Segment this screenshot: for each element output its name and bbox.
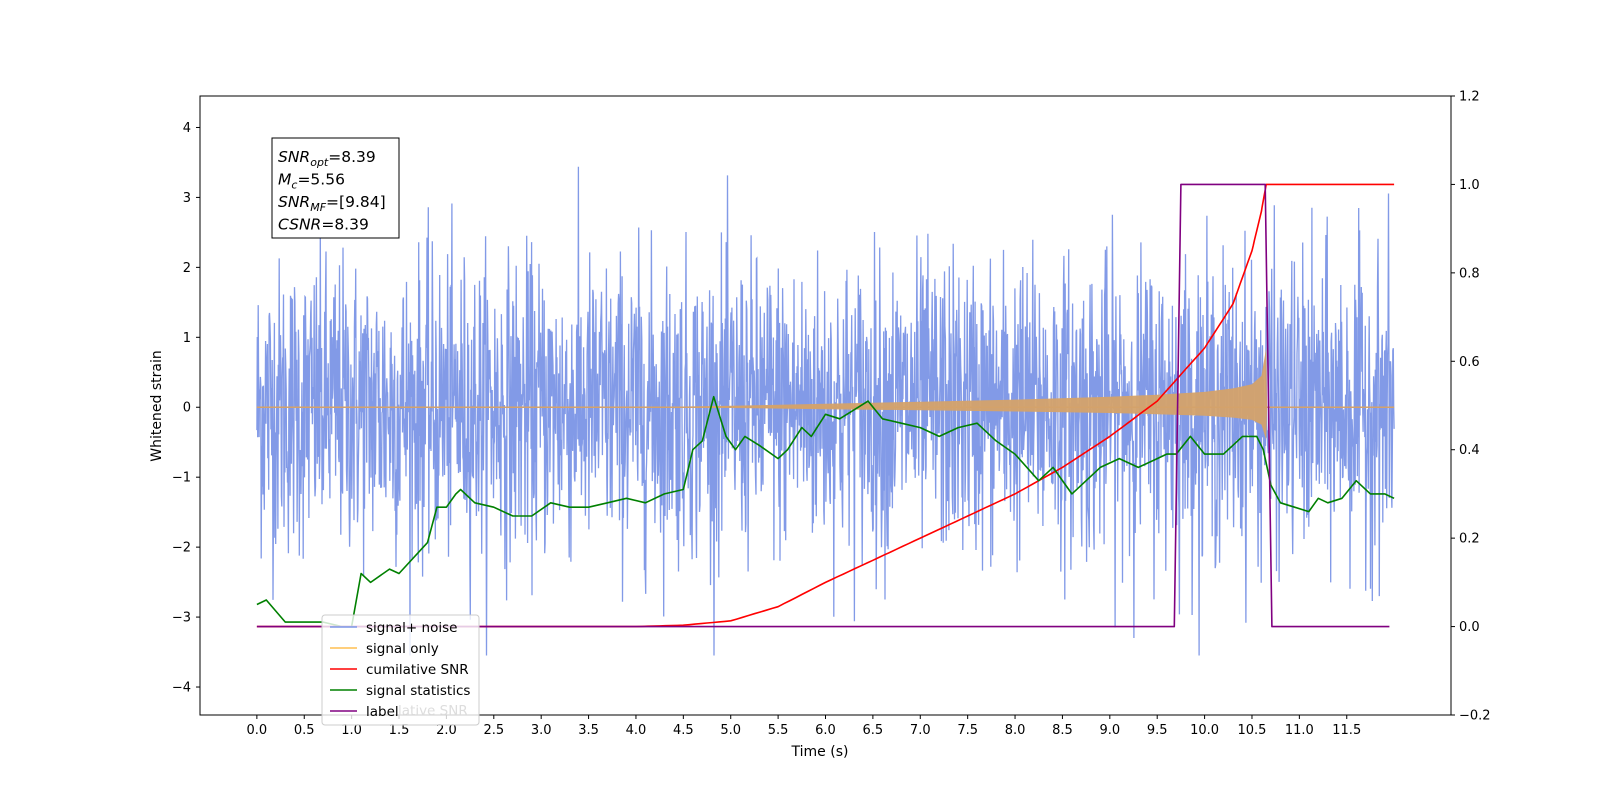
x-tick-label: 0.5 <box>294 723 315 738</box>
annotation-subscript: MF <box>310 201 326 214</box>
x-axis: 0.0 0.5 1.0 1.5 2.0 2.5 3.0 3.5 4.0 4.5 5.0 5.5 6.0 6… <box>247 715 1361 738</box>
annotation-subscript: opt <box>310 156 329 169</box>
legend-entry-label: cumilative SNR <box>366 662 469 678</box>
x-tick-label: 7.5 <box>957 723 978 738</box>
y-axis-right: 1.2 1.0 0.8 0.6 0.4 0.2 0.0 −0.2 <box>1451 90 1491 724</box>
signal-noise-series <box>256 166 1395 656</box>
y-tick-label: 1 <box>183 331 191 346</box>
signal-statistics-line <box>256 395 1395 628</box>
y2-tick-label: 0.0 <box>1459 620 1480 635</box>
annotation-symbol: CSNR <box>278 216 321 234</box>
y-tick-label: 2 <box>183 261 191 276</box>
y2-tick-label: 0.8 <box>1459 266 1480 281</box>
annotation-symbol: SNR <box>278 193 310 211</box>
y-tick-label: −3 <box>172 611 191 626</box>
x-tick-label: 5.0 <box>720 723 741 738</box>
legend-entry-label: signal+ noise <box>366 620 457 636</box>
y-tick-label: −2 <box>172 541 191 556</box>
y-axis-left: 4 3 2 1 0 −1 −2 −3 −4 <box>172 121 200 696</box>
annotation-line: Mc=5.56 <box>278 171 345 192</box>
legend: signal+ noise signal only cumilative SNR si… <box>321 614 480 726</box>
y-tick-label: −1 <box>172 471 191 486</box>
x-tick-label: 2.5 <box>483 723 504 738</box>
cumulative-snr-series <box>256 183 1395 628</box>
y2-tick-label: 1.2 <box>1459 90 1480 105</box>
x-tick-label: 5.5 <box>768 723 789 738</box>
annotation-subscript: c <box>291 179 297 192</box>
annotation-line: CSNR=8.39 <box>278 216 369 234</box>
annotation-value: =[9.84] <box>326 193 386 211</box>
y2-tick-label: −0.2 <box>1459 709 1491 724</box>
x-tick-label: 10.5 <box>1238 723 1267 738</box>
annotation-value: =8.39 <box>321 216 369 234</box>
y2-tick-label: 0.2 <box>1459 532 1480 547</box>
legend-frame <box>321 614 480 726</box>
x-tick-label: 11.0 <box>1285 723 1314 738</box>
y2-tick-label: 0.6 <box>1459 355 1480 370</box>
x-tick-label: 0.0 <box>247 723 268 738</box>
annotation-value: =5.56 <box>297 171 345 189</box>
signal-only-series <box>256 347 1395 440</box>
annotation-symbol: M <box>278 171 291 189</box>
x-tick-label: 10.0 <box>1190 723 1219 738</box>
x-tick-label: 9.0 <box>1099 723 1120 738</box>
x-tick-label: 1.5 <box>389 723 410 738</box>
annotation-value: =8.39 <box>328 148 376 166</box>
y2-tick-label: 1.0 <box>1459 178 1480 193</box>
y-tick-label: −4 <box>172 681 191 696</box>
x-tick-label: 4.5 <box>673 723 694 738</box>
y2-tick-label: 0.4 <box>1459 443 1480 458</box>
x-tick-label: 11.5 <box>1332 723 1361 738</box>
annotation-line: SNRopt=8.39 <box>278 148 376 169</box>
legend-entry-label: signal only <box>366 641 439 657</box>
x-tick-label: 7.0 <box>910 723 931 738</box>
x-tick-label: 3.0 <box>531 723 552 738</box>
x-tick-label: 2.0 <box>436 723 457 738</box>
label-line <box>256 183 1390 628</box>
y-tick-label: 0 <box>183 401 191 416</box>
x-tick-label: 3.5 <box>578 723 599 738</box>
label-series <box>256 183 1390 628</box>
signal-noise-line <box>256 166 1395 656</box>
legend-entry-label: signal statistics <box>366 683 470 699</box>
x-tick-label: 6.5 <box>863 723 884 738</box>
x-tick-label: 8.0 <box>1005 723 1026 738</box>
annotation-line: SNRMF=[9.84] <box>278 193 386 214</box>
annotation-frame <box>271 137 400 239</box>
annotation-symbol: SNR <box>278 148 310 166</box>
legend-entry-label: label <box>366 704 399 720</box>
x-tick-label: 1.0 <box>341 723 362 738</box>
x-tick-label: 8.5 <box>1052 723 1073 738</box>
signal-statistics-series <box>256 395 1395 628</box>
x-tick-label: 4.0 <box>626 723 647 738</box>
cumulative-snr-line <box>256 183 1395 628</box>
x-axis-label: Time (s) <box>791 744 849 760</box>
x-tick-label: 6.0 <box>815 723 836 738</box>
legend-hidden-text: lative SNR <box>398 703 468 719</box>
y-axis-label: Whitened strain <box>149 350 165 461</box>
x-tick-label: 9.5 <box>1147 723 1168 738</box>
y-tick-label: 4 <box>183 121 191 136</box>
y-tick-label: 3 <box>183 191 191 206</box>
